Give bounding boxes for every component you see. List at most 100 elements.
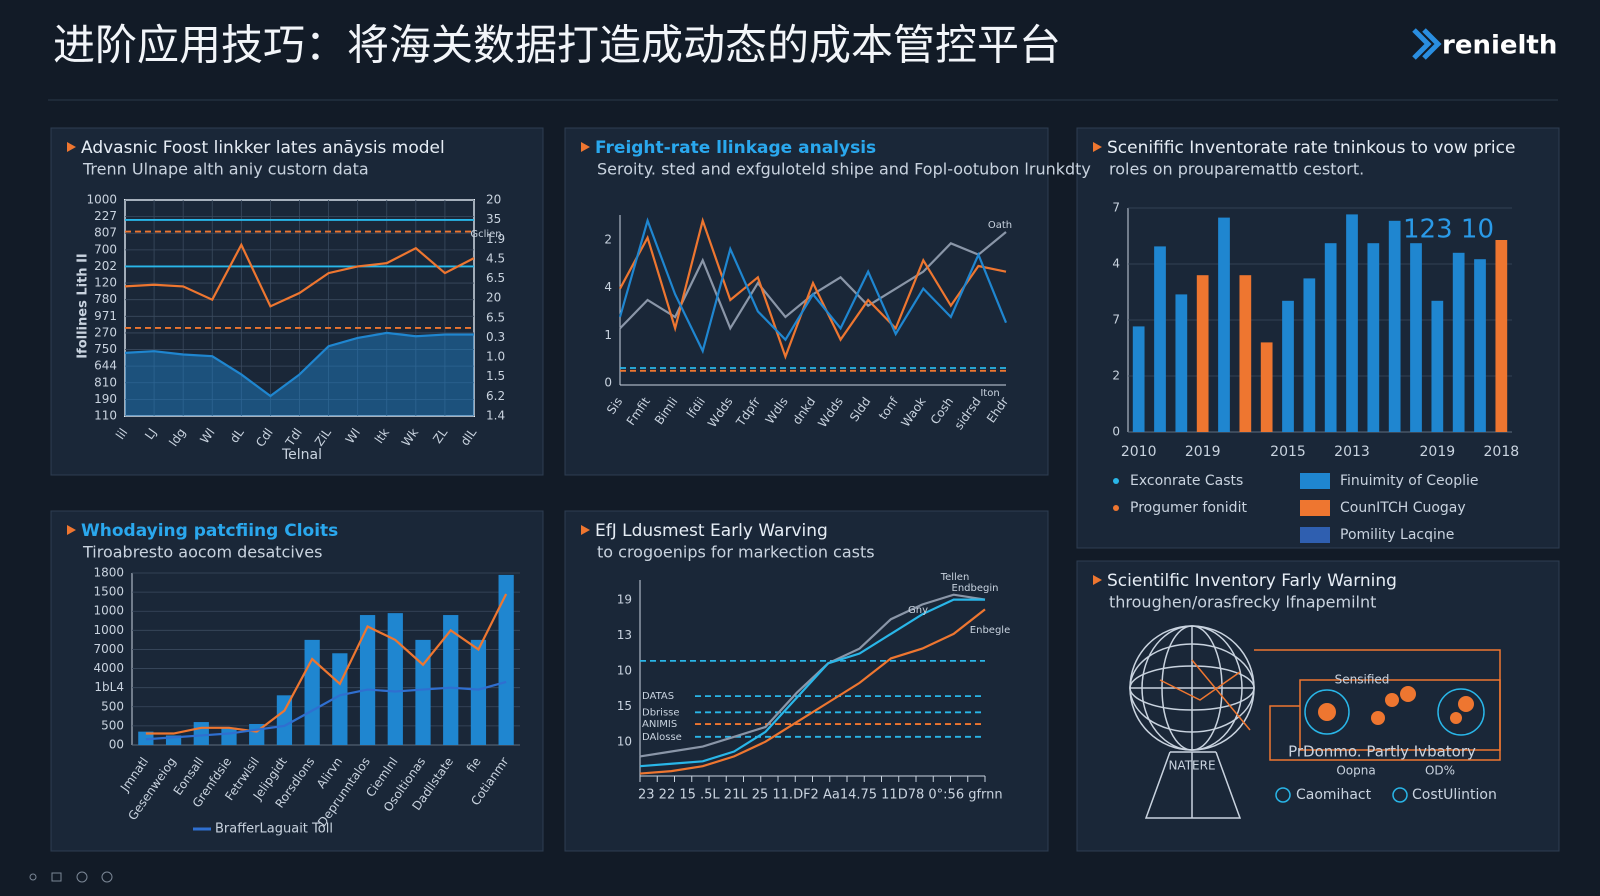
y-tick-label: 644 [94, 359, 117, 373]
x-tick-label: dL [227, 425, 247, 445]
y-tick-label: 500 [101, 718, 124, 732]
line [124, 331, 474, 398]
reference-label: Dbrisse [642, 707, 680, 718]
panel-subtitle: roles on prouparemattb cestort. [1109, 160, 1364, 179]
diagram-label: PrDonmo. Partly Ivbatory [1288, 743, 1476, 761]
y-tick-label: 1800 [93, 566, 124, 580]
panel-marker [1093, 142, 1102, 152]
y-tick-label: 0 [604, 376, 612, 390]
y-tick-label: 807 [94, 226, 117, 240]
y-tick-label: 7 [1112, 201, 1120, 215]
y-tick-label: 120 [94, 276, 117, 290]
legend-dot [1113, 478, 1119, 484]
panel-marker [581, 525, 590, 535]
y-tick-label: 1000 [93, 604, 124, 618]
y-tick-label: 700 [94, 242, 117, 256]
x-tick-labels: 23 22 15 .5L 21L 25 11.DF2 Aa14.75 11D78… [638, 788, 1003, 803]
bar [1239, 275, 1252, 432]
bar [498, 574, 514, 745]
bar [1410, 243, 1422, 432]
legend-swatch [1300, 500, 1330, 516]
x-tick-label: 2013 [1334, 444, 1370, 460]
y-tick-label: 1500 [93, 585, 124, 599]
y-tick-label: 190 [94, 392, 117, 406]
bar [1218, 217, 1230, 432]
y-tick-label: 270 [94, 325, 117, 339]
bar [415, 639, 431, 745]
bar [1260, 342, 1273, 432]
bar [1282, 300, 1294, 432]
annotation: Iton [980, 388, 999, 399]
y-tick-label: 7000 [93, 642, 124, 656]
bar [1346, 214, 1358, 432]
panel-marker [67, 142, 76, 152]
y-tick-label: 7 [1112, 313, 1120, 327]
bar [1431, 300, 1444, 432]
y2-tick-label: 4.5 [486, 251, 505, 265]
reference-label: DATAS [642, 691, 674, 702]
legend-swatch [1300, 473, 1330, 489]
y2-tick-label: 1.0 [486, 350, 505, 364]
line [639, 598, 985, 768]
y2-tick-label: 20 [486, 193, 501, 207]
logo: renielth [1442, 31, 1557, 61]
bar [470, 639, 487, 745]
bar [1388, 220, 1401, 432]
bar [304, 639, 320, 745]
y-tick-label: 2 [604, 233, 612, 247]
annotation: Gclien [470, 229, 501, 240]
y2-tick-label: 35 [486, 212, 501, 226]
x-tick-label: 2010 [1121, 444, 1157, 460]
line [619, 216, 1007, 360]
panel [50, 510, 544, 852]
y2-tick-label: 0.3 [486, 330, 505, 344]
panel-subtitle: throughen/orasfrecky lfnapemilnt [1109, 593, 1376, 612]
x-axis-title: Telnal [281, 447, 322, 463]
annotation: Enbegle [970, 625, 1010, 636]
y-tick-label: 4 [604, 280, 612, 294]
y-tick-label: 1000 [86, 193, 117, 207]
y-tick-label: 2 [1112, 369, 1120, 383]
y-tick-label: 1 [604, 328, 612, 342]
bar [1196, 275, 1209, 432]
diagram-label: OD% [1425, 764, 1455, 778]
bar [193, 722, 209, 745]
line [639, 593, 986, 758]
legend-swatch [1300, 527, 1330, 543]
bar [1474, 259, 1486, 432]
y-tick-label: 4 [1112, 257, 1120, 271]
panel-marker [67, 525, 76, 535]
y-tick-label: 202 [94, 259, 117, 273]
footer-icons [29, 871, 113, 883]
diagram-label: NATERE [1168, 759, 1215, 773]
y2-tick-label: 6.5 [486, 271, 505, 285]
bar [221, 727, 237, 745]
legend-label: Progumer fonidit [1130, 500, 1247, 516]
y-tick-label: 780 [94, 292, 117, 306]
legend-label: Finuimity of Ceoplie [1340, 473, 1479, 489]
diagram-legend: CostUlintion [1412, 787, 1497, 803]
y-tick-label: 227 [94, 209, 117, 223]
y-tick-label: 13 [617, 628, 632, 642]
legend-dot [1113, 505, 1119, 511]
panel-subtitle: to crogoenips for markection casts [597, 543, 875, 562]
y-tick-label: 10 [617, 735, 632, 749]
y-tick-label: 19 [617, 593, 632, 607]
bar [1132, 326, 1145, 432]
y-tick-label: 4000 [93, 661, 124, 675]
panel-title: Whodaying patcfiing Cloits [81, 521, 338, 541]
panel-subtitle: Tiroabresto aocom desatcives [82, 543, 322, 562]
y2-tick-label: 6.2 [486, 389, 505, 403]
panel-subtitle: Seroity. sted and exfguloteld shipe and … [597, 160, 1091, 179]
y-tick-label: 15 [617, 699, 632, 713]
panel-title: Scenifific Inventorate rate tninkous to … [1107, 138, 1515, 158]
y-tick-label: 110 [94, 409, 117, 423]
diagram-label: Oopna [1336, 764, 1375, 778]
bar [387, 613, 403, 745]
bar [1367, 243, 1380, 432]
x-tick-label: 2018 [1484, 444, 1520, 460]
y2-tick-label: 1.4 [486, 409, 505, 423]
y2-tick-label: 1.5 [486, 369, 505, 383]
annotation: Tellen [940, 572, 970, 583]
